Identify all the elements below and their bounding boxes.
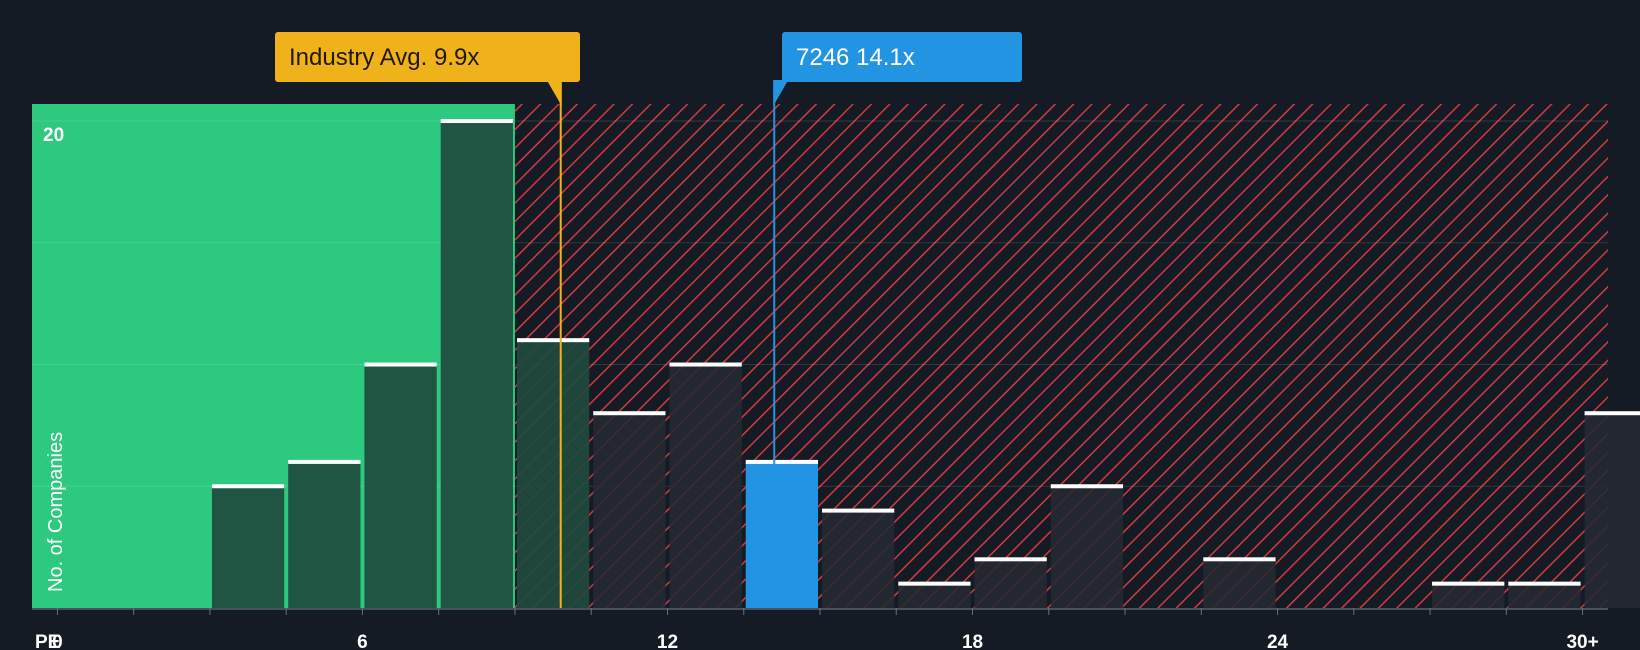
bar-cap — [516, 338, 590, 343]
x-axis: 0 6 12 18 24 30+ PE 20 — [32, 125, 1608, 650]
x-tick-label: 30+ — [1566, 632, 1598, 650]
industry-avg-box — [275, 32, 580, 82]
bar-cap — [822, 508, 895, 513]
bar-cap — [1584, 411, 1640, 416]
company-pointer — [773, 80, 789, 106]
company-label: 7246 14.1x — [796, 44, 915, 71]
y-tick-label: 20 — [43, 125, 64, 146]
bar — [1432, 583, 1505, 608]
bar — [288, 461, 361, 608]
x-tick-label: 18 — [962, 632, 983, 650]
bar — [1584, 413, 1640, 608]
bar — [440, 121, 513, 608]
industry-avg-pointer — [546, 80, 562, 106]
valuation-zones — [32, 104, 1608, 608]
bar-cap — [974, 557, 1047, 562]
bar-cap — [440, 119, 513, 124]
x-tick-label: 6 — [357, 632, 368, 650]
bar — [1203, 559, 1276, 608]
bar — [822, 510, 895, 608]
bar-cap — [211, 484, 285, 489]
company-box — [782, 32, 1022, 82]
bar — [1050, 486, 1124, 608]
bar — [1508, 583, 1581, 608]
industry-avg-label: Industry Avg. 9.9x — [289, 44, 479, 71]
bar-cap — [1203, 557, 1276, 562]
x-tick-label: 12 — [657, 632, 678, 650]
bar-cap — [1508, 581, 1581, 586]
x-axis-label: PE — [35, 632, 60, 650]
bar-cap — [898, 581, 971, 586]
y-axis-label: No. of Companies — [45, 432, 67, 592]
bar — [898, 583, 971, 608]
bar — [745, 461, 818, 608]
bar-cap — [745, 459, 818, 464]
bar — [211, 486, 285, 608]
x-tick-label: 0 — [52, 632, 63, 650]
bar-cap — [364, 362, 437, 367]
bars — [211, 119, 1640, 608]
bar-cap — [1050, 484, 1124, 489]
bar — [974, 559, 1047, 608]
bar — [669, 364, 742, 608]
bar-cap — [1432, 581, 1505, 586]
bar — [516, 340, 590, 608]
bar-cap — [669, 362, 742, 367]
bar — [364, 364, 437, 608]
bar-cap — [288, 459, 361, 464]
bar-cap — [593, 411, 666, 416]
x-tick-label: 24 — [1267, 632, 1289, 650]
bar — [593, 413, 666, 608]
callouts: Industry Avg. 9.9x 7246 14.1x — [275, 32, 1022, 608]
